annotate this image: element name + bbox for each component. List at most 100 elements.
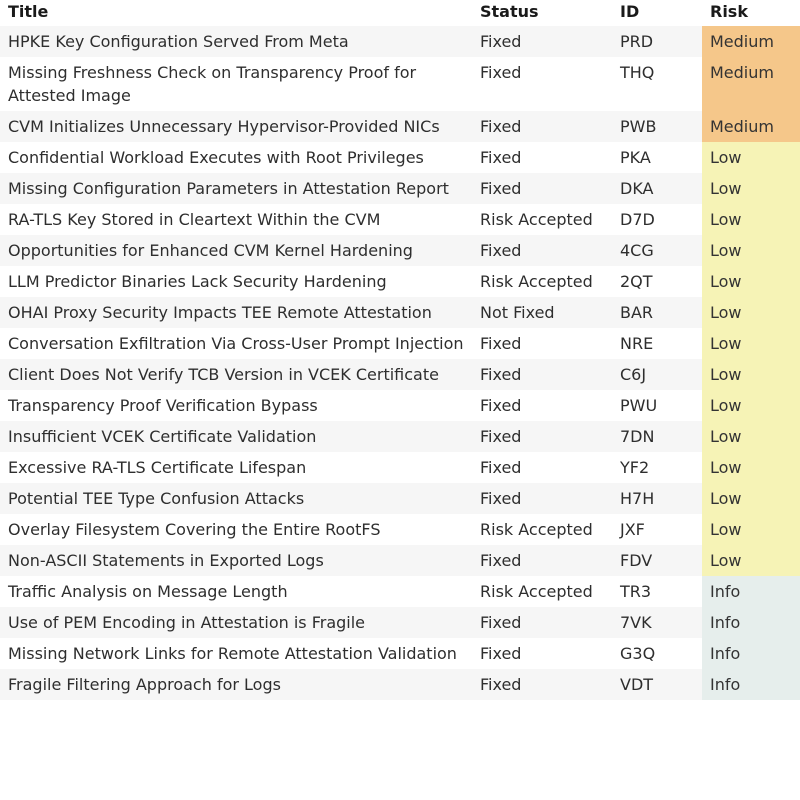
risk-badge: Medium (702, 111, 800, 142)
risk-badge: Low (702, 483, 800, 514)
finding-title: Client Does Not Verify TCB Version in VC… (0, 359, 472, 390)
table-row[interactable]: OHAI Proxy Security Impacts TEE Remote A… (0, 297, 800, 328)
finding-status: Fixed (472, 235, 612, 266)
column-header-risk[interactable]: Risk (702, 0, 800, 26)
finding-title: RA-TLS Key Stored in Cleartext Within th… (0, 204, 472, 235)
finding-status: Fixed (472, 328, 612, 359)
finding-id: PRD (612, 26, 702, 57)
table-row[interactable]: CVM Initializes Unnecessary Hypervisor-P… (0, 111, 800, 142)
finding-status: Fixed (472, 57, 612, 111)
column-header-status[interactable]: Status (472, 0, 612, 26)
column-header-id[interactable]: ID (612, 0, 702, 26)
finding-title: OHAI Proxy Security Impacts TEE Remote A… (0, 297, 472, 328)
column-header-title[interactable]: Title (0, 0, 472, 26)
table-row[interactable]: RA-TLS Key Stored in Cleartext Within th… (0, 204, 800, 235)
risk-badge: Low (702, 359, 800, 390)
finding-title: Missing Freshness Check on Transparency … (0, 57, 472, 111)
finding-status: Fixed (472, 483, 612, 514)
finding-status: Fixed (472, 390, 612, 421)
finding-status: Fixed (472, 669, 612, 700)
finding-title: Non-ASCII Statements in Exported Logs (0, 545, 472, 576)
finding-title: LLM Predictor Binaries Lack Security Har… (0, 266, 472, 297)
table-row[interactable]: Missing Configuration Parameters in Atte… (0, 173, 800, 204)
finding-title: Conversation Exfiltration Via Cross-User… (0, 328, 472, 359)
finding-id: G3Q (612, 638, 702, 669)
risk-badge: Medium (702, 26, 800, 57)
table-row[interactable]: Conversation Exfiltration Via Cross-User… (0, 328, 800, 359)
finding-id: 2QT (612, 266, 702, 297)
table-row[interactable]: Client Does Not Verify TCB Version in VC… (0, 359, 800, 390)
finding-title: Excessive RA-TLS Certificate Lifespan (0, 452, 472, 483)
table-row[interactable]: Excessive RA-TLS Certificate Lifespan Fix… (0, 452, 800, 483)
finding-id: 7DN (612, 421, 702, 452)
finding-id: NRE (612, 328, 702, 359)
risk-badge: Low (702, 545, 800, 576)
finding-title: Missing Configuration Parameters in Atte… (0, 173, 472, 204)
risk-badge: Low (702, 328, 800, 359)
finding-id: 4CG (612, 235, 702, 266)
finding-status: Risk Accepted (472, 204, 612, 235)
table-row[interactable]: Potential TEE Type Confusion Attacks Fixe… (0, 483, 800, 514)
table-row[interactable]: Missing Network Links for Remote Attesta… (0, 638, 800, 669)
finding-id: THQ (612, 57, 702, 111)
finding-id: 7VK (612, 607, 702, 638)
table-row[interactable]: Transparency Proof Verification Bypass Fi… (0, 390, 800, 421)
risk-badge: Info (702, 669, 800, 700)
finding-status: Fixed (472, 545, 612, 576)
risk-badge: Info (702, 576, 800, 607)
risk-badge: Low (702, 173, 800, 204)
finding-title: Transparency Proof Verification Bypass (0, 390, 472, 421)
finding-status: Risk Accepted (472, 576, 612, 607)
risk-badge: Low (702, 421, 800, 452)
finding-status: Risk Accepted (472, 514, 612, 545)
table-row[interactable]: Fragile Filtering Approach for Logs Fixed… (0, 669, 800, 700)
risk-badge: Low (702, 266, 800, 297)
finding-id: PWU (612, 390, 702, 421)
finding-id: PWB (612, 111, 702, 142)
table-row[interactable]: HPKE Key Configuration Served From Meta F… (0, 26, 800, 57)
finding-id: JXF (612, 514, 702, 545)
table-row[interactable]: Insufficient VCEK Certificate Validation… (0, 421, 800, 452)
risk-badge: Low (702, 142, 800, 173)
finding-id: H7H (612, 483, 702, 514)
risk-badge: Low (702, 297, 800, 328)
table-row[interactable]: Confidential Workload Executes with Root… (0, 142, 800, 173)
table-row[interactable]: Missing Freshness Check on Transparency … (0, 57, 800, 111)
finding-title: Missing Network Links for Remote Attesta… (0, 638, 472, 669)
table-row[interactable]: Opportunities for Enhanced CVM Kernel Ha… (0, 235, 800, 266)
finding-title: Opportunities for Enhanced CVM Kernel Ha… (0, 235, 472, 266)
finding-status: Fixed (472, 142, 612, 173)
finding-status: Fixed (472, 607, 612, 638)
finding-id: DKA (612, 173, 702, 204)
risk-badge: Low (702, 235, 800, 266)
finding-id: YF2 (612, 452, 702, 483)
finding-id: TR3 (612, 576, 702, 607)
finding-title: Potential TEE Type Confusion Attacks (0, 483, 472, 514)
risk-badge: Info (702, 607, 800, 638)
risk-badge: Low (702, 452, 800, 483)
risk-badge: Low (702, 204, 800, 235)
finding-status: Fixed (472, 452, 612, 483)
finding-id: C6J (612, 359, 702, 390)
finding-id: BAR (612, 297, 702, 328)
risk-badge: Low (702, 390, 800, 421)
finding-title: Insufficient VCEK Certificate Validation (0, 421, 472, 452)
finding-status: Fixed (472, 421, 612, 452)
finding-id: D7D (612, 204, 702, 235)
risk-badge: Medium (702, 57, 800, 111)
table-row[interactable]: Overlay Filesystem Covering the Entire R… (0, 514, 800, 545)
table-row[interactable]: Use of PEM Encoding in Attestation is Fr… (0, 607, 800, 638)
finding-status: Fixed (472, 359, 612, 390)
finding-id: VDT (612, 669, 702, 700)
table-row[interactable]: Non-ASCII Statements in Exported Logs Fix… (0, 545, 800, 576)
table-row[interactable]: LLM Predictor Binaries Lack Security Har… (0, 266, 800, 297)
finding-title: HPKE Key Configuration Served From Meta (0, 26, 472, 57)
table-row[interactable]: Traffic Analysis on Message Length Risk A… (0, 576, 800, 607)
finding-status: Fixed (472, 638, 612, 669)
finding-id: PKA (612, 142, 702, 173)
finding-status: Not Fixed (472, 297, 612, 328)
finding-status: Fixed (472, 173, 612, 204)
finding-title: Overlay Filesystem Covering the Entire R… (0, 514, 472, 545)
finding-status: Fixed (472, 111, 612, 142)
finding-id: FDV (612, 545, 702, 576)
